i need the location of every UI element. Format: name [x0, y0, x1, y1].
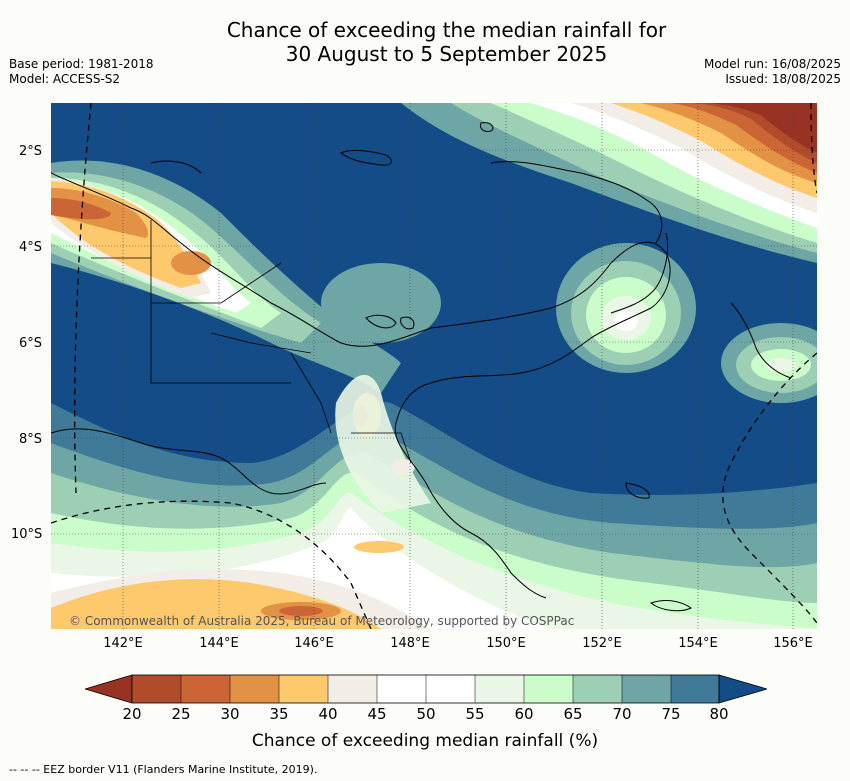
copyright-notice: © Commonwealth of Australia 2025, Bureau…	[69, 614, 575, 628]
field-mid-40b	[391, 459, 415, 475]
field-mid-55	[335, 374, 431, 513]
colorbar-tick-70: 70	[612, 705, 632, 723]
lon-label-142e: 142°E	[103, 636, 143, 651]
lat-label-10s: 10°S	[11, 527, 43, 542]
colorbar-30-35	[230, 675, 279, 703]
colorbar-below-20	[85, 674, 133, 704]
model-name: Model: ACCESS-S2	[9, 72, 121, 86]
title-line-1: Chance of exceeding the median rainfall …	[226, 18, 667, 42]
meta-left: Base period: 1981-2018 Model: ACCESS-S2	[9, 57, 154, 87]
borders	[91, 220, 412, 464]
colorbar-75-80	[671, 675, 719, 703]
colorbar-50-55	[426, 675, 475, 703]
lon-label-152e: 152°E	[582, 636, 622, 651]
field-ne-below-20	[706, 103, 817, 153]
colorbar-70-75	[622, 675, 671, 703]
colorbar-60-65	[524, 675, 573, 703]
field-far-e-55	[766, 358, 796, 372]
graticule	[51, 103, 817, 629]
colorbar-20-25	[132, 675, 181, 703]
colorbar-above-80	[718, 674, 767, 704]
colorbar-tick-30: 30	[220, 705, 240, 723]
lon-label-156e: 156°E	[773, 636, 813, 651]
colorbar	[85, 674, 767, 704]
colorbar-40-45	[328, 675, 377, 703]
field-south-25	[279, 606, 323, 616]
lat-label-2s: 2°S	[19, 144, 43, 159]
issued-date: Issued: 18/08/2025	[725, 72, 841, 86]
colorbar-tick-55: 55	[465, 705, 485, 723]
colorbar-tick-25: 25	[171, 705, 191, 723]
lon-label-146e: 146°E	[294, 636, 334, 651]
colorbar-tick-60: 60	[514, 705, 534, 723]
colorbar-45-50	[377, 675, 426, 703]
colorbar-35-40	[279, 675, 328, 703]
model-run: Model run: 16/08/2025	[703, 57, 841, 71]
colorbar-tick-50: 50	[416, 705, 436, 723]
field-nw-25	[51, 198, 111, 220]
colorbar-dividers	[180, 675, 672, 703]
lon-label-144e: 144°E	[199, 636, 239, 651]
field-nw-30b	[171, 251, 211, 275]
field-e-45	[614, 311, 638, 331]
lat-label-4s: 4°S	[19, 240, 43, 255]
field-c-65	[321, 263, 441, 343]
colorbar-tick-35: 35	[269, 705, 289, 723]
colorbar-tick-20: 20	[122, 705, 142, 723]
coastlines	[51, 122, 792, 612]
colorbar-65-70	[573, 675, 622, 703]
colorbar-25-30	[181, 675, 230, 703]
colorbar-tick-40: 40	[318, 705, 338, 723]
rainfall-map	[51, 103, 817, 629]
colorbar-55-60	[475, 675, 524, 703]
title-line-2: 30 August to 5 September 2025	[285, 42, 608, 66]
colorbar-tick-65: 65	[563, 705, 583, 723]
field-mid-35	[354, 541, 404, 553]
chart-title: Chance of exceeding the median rainfall …	[0, 18, 850, 66]
lat-label-8s: 8°S	[19, 432, 43, 447]
eez-borders	[51, 103, 817, 629]
base-period: Base period: 1981-2018	[9, 57, 154, 71]
lon-label-150e: 150°E	[486, 636, 526, 651]
lon-label-148e: 148°E	[390, 636, 430, 651]
eez-legend: -- -- -- EEZ border V11 (Flanders Marine…	[9, 763, 318, 776]
colorbar-frame	[131, 674, 720, 704]
meta-right: Model run: 16/08/2025 Issued: 18/08/2025	[704, 57, 841, 87]
map-svg	[51, 103, 817, 629]
colorbar-title: Chance of exceeding median rainfall (%)	[251, 731, 599, 751]
colorbar-tick-45: 45	[367, 705, 387, 723]
colorbar-tick-75: 75	[661, 705, 681, 723]
lon-label-154e: 154°E	[678, 636, 718, 651]
colorbar-tick-80: 80	[709, 705, 729, 723]
lat-label-6s: 6°S	[19, 336, 43, 351]
